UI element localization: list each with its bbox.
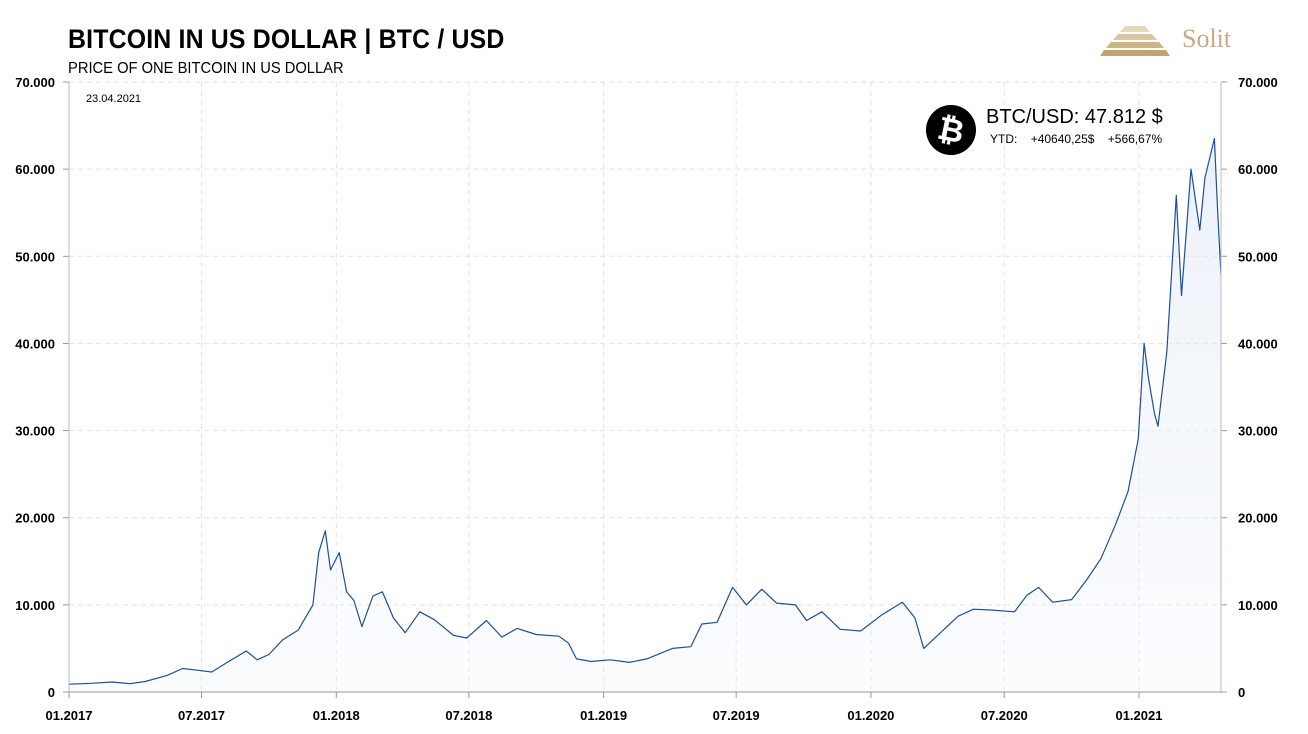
y-tick-label-right: 30.000 [1238,424,1278,439]
ytd-pct-value: +566,67% [1107,132,1163,146]
y-tick-label-left: 50.000 [15,249,55,264]
x-tick-label: 07.2018 [445,708,492,723]
ytd-label: YTD: [990,132,1018,146]
y-tick-label-left: 20.000 [15,511,55,526]
y-tick-label-left: 0 [48,685,55,700]
logo-text: Solit [1182,24,1232,53]
x-tick-label: 01.2018 [313,708,360,723]
x-tick-label: 01.2017 [46,708,93,723]
ytd-row: YTD: +40640,25$ +566,67% [990,132,1172,146]
y-tick-label-right: 40.000 [1238,336,1278,351]
y-tick-label-right: 70.000 [1238,75,1278,90]
series-area [69,138,1221,693]
y-tick-label-right: 10.000 [1238,598,1278,613]
y-tick-label-left: 40.000 [15,336,55,351]
y-tick-label-left: 70.000 [15,75,55,90]
axes: 0 0 10.000 10.000 20.000 20.000 30.000 30.000 40… [15,75,1278,723]
y-tick-label-right: 20.000 [1238,511,1278,526]
ytd-abs-value: +40640,25$ [1030,132,1095,146]
y-tick-label-right: 50.000 [1238,249,1278,264]
y-tick-label-left: 30.000 [15,424,55,439]
y-tick-label-left: 10.000 [15,598,55,613]
y-tick-label-right: 0 [1238,685,1245,700]
x-tick-label: 07.2019 [713,708,760,723]
y-tick-label-right: 60.000 [1238,162,1278,177]
price-info-box: ₿ BTC/USD: 47.812 $ YTD: +40640,25$ +566… [921,100,1226,160]
y-tick-label-left: 60.000 [15,162,55,177]
x-tick-label: 01.2019 [580,708,627,723]
x-tick-label: 01.2020 [847,708,894,723]
date-label: 23.04.2021 [86,93,141,105]
page-subtitle: PRICE OF ONE BITCOIN IN US DOLLAR [68,60,344,77]
series-line-btc-usd [68,138,1222,685]
x-tick-label: 07.2020 [981,708,1028,723]
area-fill [69,138,1221,693]
x-tick-label: 07.2017 [178,708,225,723]
solit-logo: Solit [1100,22,1250,60]
price-label: BTC/USD: 47.812 $ [986,106,1163,128]
series-layer [68,138,1222,685]
page-title: BITCOIN IN US DOLLAR | BTC / USD [68,24,505,54]
x-tick-label: 01.2021 [1115,708,1162,723]
bitcoin-icon: ₿ [921,100,981,160]
pyramid-logo-icon [1100,26,1170,56]
